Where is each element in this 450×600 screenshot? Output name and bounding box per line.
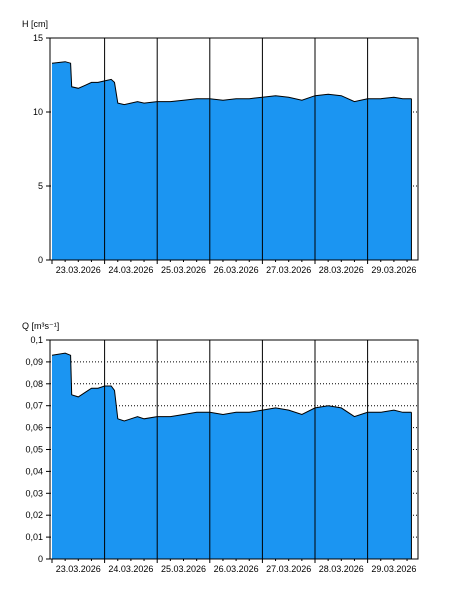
x-tick-label: 28.03.2026 <box>319 564 364 574</box>
area-series <box>51 61 412 261</box>
y-axis-title: H [cm] <box>22 19 48 29</box>
x-tick-label: 27.03.2026 <box>266 564 311 574</box>
y-tick-label: 0,03 <box>25 488 43 498</box>
x-tick-label: 24.03.2026 <box>108 265 153 275</box>
x-tick-label: 23.03.2026 <box>56 265 101 275</box>
y-tick-label: 0,05 <box>25 445 43 455</box>
y-axis: 0 5 10 15 <box>33 33 50 265</box>
x-tick-label: 29.03.2026 <box>371 265 416 275</box>
day-separators <box>104 340 369 559</box>
y-tick-label: 0,08 <box>25 379 43 389</box>
day-separators <box>104 38 369 260</box>
area-fill <box>52 61 412 261</box>
y-tick-label: 0,02 <box>25 510 43 520</box>
y-tick-label: 0,09 <box>25 357 43 367</box>
x-tick-label: 24.03.2026 <box>108 564 153 574</box>
y-tick-label: 0,04 <box>25 466 43 476</box>
chart-discharge: 0 0,01 0,02 0,03 0,04 0,05 0,06 0,07 0,08 0,09 0,1… <box>22 321 419 574</box>
area-fill <box>52 353 412 559</box>
y-axis-title: Q [m³s⁻¹] <box>22 321 59 331</box>
y-tick-label: 10 <box>33 107 43 117</box>
x-tick-label: 29.03.2026 <box>371 564 416 574</box>
x-tick-label: 23.03.2026 <box>56 564 101 574</box>
x-tick-label: 26.03.2026 <box>214 564 259 574</box>
y-tick-label: 0 <box>38 255 43 265</box>
y-tick-label: 15 <box>33 33 43 43</box>
y-tick-label: 5 <box>38 181 43 191</box>
plot-border <box>49 37 419 261</box>
x-tick-label: 25.03.2026 <box>161 564 206 574</box>
y-tick-label: 0,06 <box>25 423 43 433</box>
y-tick-label: 0,07 <box>25 401 43 411</box>
x-tick-label: 25.03.2026 <box>161 265 206 275</box>
x-axis: 23.03.2026 24.03.2026 25.03.2026 26.03.2026… <box>51 260 416 275</box>
y-tick-label: 0,1 <box>30 335 43 345</box>
x-tick-label: 27.03.2026 <box>266 265 311 275</box>
x-axis: 23.03.2026 24.03.2026 25.03.2026 26.03.2026… <box>51 559 416 574</box>
chart-water-level: 0 5 10 15 23.03.2026 24.03.2026 25.03.2026 26.… <box>22 19 419 275</box>
area-series <box>51 352 412 559</box>
y-tick-label: 0,01 <box>25 532 43 542</box>
x-tick-label: 28.03.2026 <box>319 265 364 275</box>
series-line <box>51 61 412 106</box>
y-tick-label: 0 <box>38 554 43 564</box>
y-axis: 0 0,01 0,02 0,03 0,04 0,05 0,06 0,07 0,08 0,09 0,1 <box>25 335 50 564</box>
series-line <box>51 352 412 422</box>
x-tick-label: 26.03.2026 <box>214 265 259 275</box>
